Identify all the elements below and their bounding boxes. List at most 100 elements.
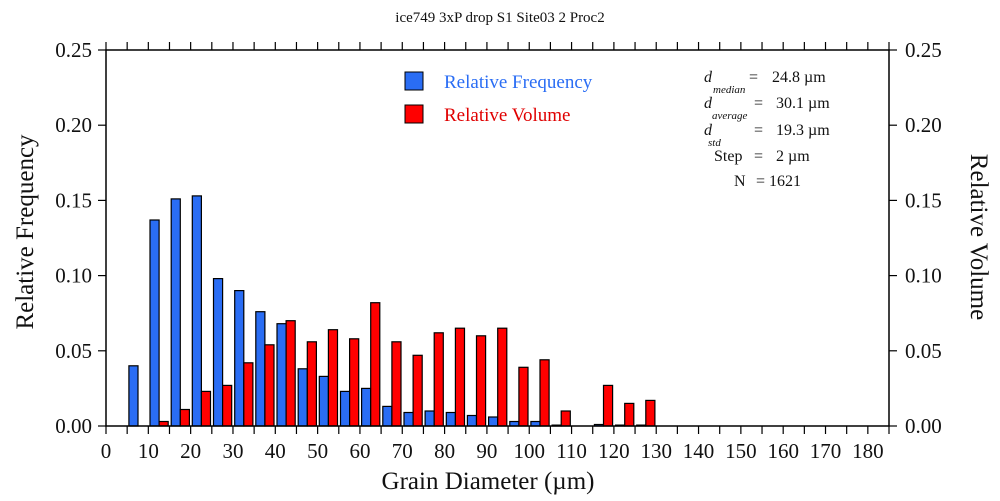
- x-tick-label: 100: [513, 439, 545, 463]
- bar-frequency-80: [445, 411, 456, 427]
- legend: Relative Frequency Relative Volume: [404, 71, 593, 126]
- legend-item-volume: Relative Volume: [404, 104, 570, 126]
- bar-frequency-75: [424, 410, 435, 427]
- bar-volume-45: [306, 341, 317, 427]
- bar-volume-25: [222, 384, 233, 427]
- bar-volume-70: [412, 354, 423, 427]
- bar-volume-95: [518, 366, 529, 427]
- bar-frequency-20: [191, 195, 203, 427]
- bar-frequency-60: [361, 387, 372, 427]
- y-axis-ticks: 0.00 0.00 0.05 0.05 0.10 0.10 0.15 0.15 0.20 0.20…: [55, 38, 942, 438]
- y-tick-label-right: 0.20: [905, 113, 942, 137]
- bar-frequency-90: [488, 416, 499, 427]
- y-tick-label-right: 0.15: [905, 188, 942, 212]
- y-tick-label-left: 0.15: [55, 188, 92, 212]
- y-tick-label-right: 0.10: [905, 264, 942, 288]
- bar-frequency-40: [276, 323, 287, 427]
- bar-volume-50: [327, 329, 339, 427]
- stat-average-value: 30.1 µm: [776, 95, 830, 112]
- y-tick-label-left: 0.20: [55, 113, 92, 137]
- stats-box: d median = 24.8 µm d average = 30.1 µm d…: [704, 69, 830, 190]
- y-axis-label-left: Relative Frequency: [12, 134, 39, 330]
- y-tick-label-right: 0.05: [905, 339, 942, 363]
- bar-volume-100: [539, 359, 550, 427]
- bar-frequency-45: [297, 368, 308, 427]
- stat-std: d std = 19.3 µm: [704, 122, 830, 149]
- bar-frequency-35: [255, 311, 266, 427]
- stat-step-label: Step: [714, 148, 742, 165]
- y-tick-label-left: 0.00: [55, 414, 92, 438]
- bar-volume-30: [243, 362, 254, 427]
- x-tick-label: 130: [640, 439, 672, 463]
- bar-volume-15: [179, 408, 191, 427]
- bar-frequency-10: [149, 219, 160, 427]
- x-tick-label: 90: [476, 439, 497, 463]
- bar-volume-105: [560, 410, 571, 427]
- x-axis-ticks: 0 10 20 30 40 50 60 70 80 90 100 110 120 130 140 150 160…: [101, 42, 890, 463]
- stat-step: Step = 2 µm: [714, 148, 810, 165]
- legend-item-frequency: Relative Frequency: [404, 71, 593, 93]
- stat-average-sub: average: [712, 110, 748, 122]
- x-tick-label: 180: [852, 439, 884, 463]
- stat-median: d median = 24.8 µm: [704, 69, 826, 96]
- x-tick-label: 20: [180, 439, 201, 463]
- chart-title: ice749 3xP drop S1 Site03 2 Proc2: [395, 10, 604, 26]
- x-tick-label: 120: [598, 439, 630, 463]
- stat-step-value: 2 µm: [776, 148, 810, 165]
- bar-volume-75: [433, 332, 444, 427]
- y-tick-label-left: 0.10: [55, 264, 92, 288]
- stat-median-value: 24.8 µm: [772, 69, 826, 86]
- bar-volume-65: [391, 341, 402, 427]
- stat-average-symbol: d: [704, 95, 713, 112]
- x-tick-label: 10: [138, 439, 159, 463]
- x-tick-label: 140: [683, 439, 715, 463]
- stat-median-symbol: d: [704, 69, 713, 86]
- bar-volume-80: [454, 327, 466, 427]
- x-tick-label: 110: [556, 439, 587, 463]
- x-tick-label: 170: [810, 439, 842, 463]
- x-tick-label: 30: [222, 439, 243, 463]
- bar-volume-40: [285, 320, 296, 427]
- x-tick-label: 0: [101, 439, 112, 463]
- bar-frequency-25: [212, 278, 224, 427]
- bar-frequency-65: [382, 405, 393, 427]
- bar-volume-90: [497, 327, 508, 427]
- stat-n-value: 1621: [769, 173, 801, 190]
- x-tick-label: 70: [392, 439, 413, 463]
- stat-average: d average = 30.1 µm: [704, 95, 830, 122]
- bar-frequency-85: [466, 414, 478, 427]
- stat-n-label: N: [734, 173, 746, 190]
- y-axis-label-right: Relative Volume: [965, 154, 992, 320]
- legend-swatch-frequency: [404, 71, 424, 91]
- stat-median-eq: =: [749, 69, 758, 86]
- bar-volume-85: [475, 335, 487, 427]
- bar-volume-35: [264, 344, 275, 427]
- y-tick-label-left: 0.25: [55, 38, 92, 62]
- bar-volume-120: [624, 402, 635, 427]
- stat-median-sub: median: [713, 84, 746, 96]
- bar-frequency-70: [403, 411, 414, 427]
- bar-frequency-50: [318, 375, 329, 427]
- x-tick-label: 50: [307, 439, 328, 463]
- bar-frequency-30: [234, 290, 245, 427]
- x-tick-label: 80: [434, 439, 455, 463]
- stat-std-sub: std: [708, 137, 721, 149]
- bar-volume-60: [370, 302, 381, 427]
- bar-volume-125: [645, 399, 656, 427]
- y-tick-label-right: 0.25: [905, 38, 942, 62]
- stat-std-symbol: d: [704, 122, 713, 139]
- bars-group: [128, 195, 656, 427]
- bar-volume-20: [200, 390, 212, 427]
- bar-frequency-15: [170, 198, 181, 427]
- stat-average-eq: =: [754, 95, 763, 112]
- stat-n: N = 1621: [734, 173, 801, 190]
- y-tick-label-right: 0.00: [905, 414, 942, 438]
- x-tick-label: 160: [767, 439, 799, 463]
- x-axis-label: Grain Diameter (µm): [382, 468, 595, 495]
- legend-label-volume: Relative Volume: [444, 105, 570, 126]
- y-tick-label-left: 0.05: [55, 339, 92, 363]
- stat-step-eq: =: [754, 148, 763, 165]
- legend-swatch-volume: [404, 104, 424, 124]
- bar-volume-115: [602, 384, 614, 427]
